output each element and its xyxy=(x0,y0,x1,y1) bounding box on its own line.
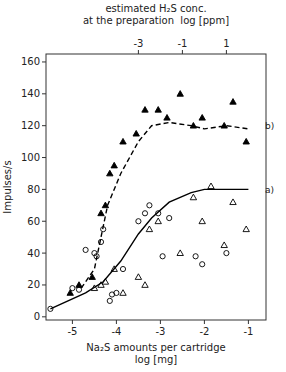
point xyxy=(111,266,117,272)
point xyxy=(177,91,183,97)
point xyxy=(48,306,53,311)
y-tick-label: 120 xyxy=(21,120,40,131)
point xyxy=(230,199,236,205)
point xyxy=(135,274,141,280)
y-tick-label: 40 xyxy=(27,248,40,259)
point xyxy=(133,130,139,136)
x-axis-label: log [mg] xyxy=(135,354,177,365)
point xyxy=(114,290,119,295)
y-tick xyxy=(42,284,46,285)
x-tick xyxy=(116,320,117,324)
point xyxy=(160,254,165,259)
point xyxy=(142,211,147,216)
point xyxy=(94,254,99,259)
point xyxy=(190,122,196,128)
point xyxy=(164,115,170,121)
point xyxy=(83,247,88,252)
x2-tick xyxy=(138,50,139,54)
x2-tick-label: 1 xyxy=(223,38,229,49)
point xyxy=(199,218,205,224)
y-tick-label: 0 xyxy=(34,311,40,322)
point xyxy=(91,285,97,291)
point xyxy=(120,266,125,271)
x2-tick-label: -3 xyxy=(133,38,143,49)
x2-tick-label: -1 xyxy=(177,38,187,49)
x-tick xyxy=(72,320,73,324)
point xyxy=(199,115,205,121)
point xyxy=(193,254,198,259)
y-tick-label: 60 xyxy=(27,216,40,227)
point xyxy=(147,203,152,208)
point xyxy=(224,251,229,256)
point xyxy=(107,298,112,303)
point xyxy=(167,215,172,220)
line xyxy=(81,122,248,288)
y-axis-label: Impulses/s xyxy=(2,160,13,213)
y-tick xyxy=(42,189,46,190)
point xyxy=(200,262,205,267)
x-tick-label: -5 xyxy=(67,326,77,337)
x-tick xyxy=(248,320,249,324)
point xyxy=(142,282,148,288)
point xyxy=(76,287,81,292)
y-tick xyxy=(42,125,46,126)
point xyxy=(120,290,126,296)
point xyxy=(243,226,249,232)
x-tick-label: -4 xyxy=(111,326,121,337)
y-tick xyxy=(42,93,46,94)
y-tick-label: 100 xyxy=(21,152,40,163)
point xyxy=(177,250,183,256)
point xyxy=(208,183,214,189)
point xyxy=(142,107,148,113)
x2-axis-label: at the preparation log [ppm] xyxy=(83,15,229,26)
y-tick-label: 20 xyxy=(27,279,40,290)
x-tick-label: -1 xyxy=(243,326,253,337)
point xyxy=(102,202,108,208)
annotation: b) xyxy=(265,121,274,131)
x-tick xyxy=(160,320,161,324)
point xyxy=(102,279,108,285)
x2-tick xyxy=(182,50,183,54)
y-tick xyxy=(42,221,46,222)
chart: 0 20 40 60 80 100 120 140 160 -5 -4 -3 -2 -1 -3 -1 1 esti… xyxy=(0,0,286,372)
point xyxy=(156,211,161,216)
x2-axis-label: estimated H₂S conc. xyxy=(105,3,206,14)
point xyxy=(230,99,236,105)
x-axis-label: Na₂S amounts per cartridge xyxy=(86,342,225,353)
plot-frame xyxy=(46,54,266,320)
point xyxy=(111,162,117,168)
point xyxy=(98,210,104,216)
line xyxy=(50,189,248,308)
point xyxy=(107,170,113,176)
x-tick-label: -2 xyxy=(199,326,209,337)
point xyxy=(120,138,126,144)
y-tick-label: 160 xyxy=(21,56,40,67)
point xyxy=(101,227,106,232)
point xyxy=(67,290,73,296)
point xyxy=(190,194,196,200)
y-tick-label: 140 xyxy=(21,88,40,99)
annotation: a) xyxy=(265,185,274,195)
point xyxy=(89,274,95,280)
plot-area xyxy=(48,91,250,312)
y-tick xyxy=(42,253,46,254)
point xyxy=(98,239,103,244)
x-tick xyxy=(204,320,205,324)
point xyxy=(76,282,82,288)
x-tick-label: -3 xyxy=(155,326,165,337)
point xyxy=(136,219,141,224)
y-tick xyxy=(42,61,46,62)
x2-tick xyxy=(226,50,227,54)
point xyxy=(146,226,152,232)
point xyxy=(155,107,161,113)
point xyxy=(243,138,249,144)
point xyxy=(221,122,227,128)
y-tick-label: 80 xyxy=(27,184,40,195)
y-tick xyxy=(42,316,46,317)
point xyxy=(155,218,161,224)
y-tick xyxy=(42,157,46,158)
point xyxy=(221,242,227,248)
